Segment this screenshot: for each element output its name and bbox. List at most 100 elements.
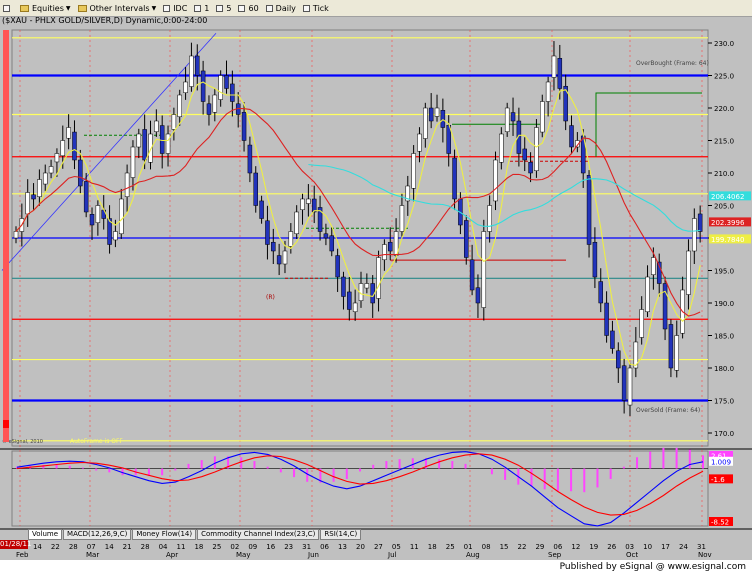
candle-down <box>668 324 674 369</box>
candle-down <box>83 181 89 213</box>
candle-up <box>399 205 405 232</box>
x-day-label: 25 <box>212 543 221 551</box>
x-month-label: May <box>236 551 250 559</box>
y-tick-label: 230.0 <box>714 40 734 48</box>
x-day-label: 25 <box>446 543 455 551</box>
x-day-label: 23 <box>284 543 293 551</box>
y-tick-label: 180.0 <box>714 365 734 373</box>
candle-up <box>493 159 498 202</box>
toolbar-item-5[interactable]: 5 <box>213 1 234 15</box>
x-day-label: 14 <box>33 543 42 551</box>
candle-down <box>200 70 206 102</box>
published-by-text: Published by eSignal @ www.esignal.com <box>559 562 746 572</box>
price-value-label: 206.4062 <box>711 193 744 201</box>
candle-down <box>469 259 475 291</box>
y-tick-label: 220.0 <box>714 105 734 113</box>
candle-down <box>265 220 270 245</box>
toolbar-label: Other Intervals <box>89 3 150 13</box>
candle-down <box>440 110 446 128</box>
copyright-label: © eSignal, 2010 <box>2 438 43 445</box>
candle-up <box>382 244 387 261</box>
price-value-box <box>709 191 751 201</box>
candle-down <box>592 241 598 278</box>
r-marker: (R) <box>266 294 275 301</box>
candle-down <box>528 162 533 174</box>
x-month-label: Nov <box>698 551 712 559</box>
toolbar-item-chart-type[interactable] <box>0 1 16 15</box>
x-day-label: 14 <box>105 543 114 551</box>
candle-down <box>329 235 335 252</box>
footer: Published by eSignal @ www.esignal.com <box>0 560 752 575</box>
x-day-label: 31 <box>697 543 706 551</box>
folder-icon <box>20 4 29 12</box>
candle-down <box>452 157 457 200</box>
macd-value-box <box>709 451 733 460</box>
candle-up <box>499 133 504 163</box>
tab-volume[interactable]: Volume <box>28 529 63 540</box>
candle-down <box>569 125 574 148</box>
candle-up <box>218 75 223 100</box>
x-day-label: 18 <box>194 543 203 551</box>
left-scale-marker <box>3 420 9 428</box>
toolbar-item-1[interactable]: 1 <box>191 1 212 15</box>
folder-icon <box>77 4 87 12</box>
candle-up <box>124 172 130 197</box>
toolbar-item-other-intervals[interactable]: Other Intervals ▼ <box>75 1 160 15</box>
toolbar-item-equities[interactable]: Equities ▼ <box>17 1 74 15</box>
candle-down <box>604 302 609 336</box>
tab-commodity-channel-index[interactable]: Commodity Channel Index(23,C) <box>197 529 320 540</box>
x-month-label: Aug <box>466 551 480 559</box>
candle-up <box>686 250 691 295</box>
candle-up <box>13 231 19 239</box>
candle-down <box>142 129 147 161</box>
overbought-label: OverBought (Frame: 64) <box>636 60 709 67</box>
tab-rsi[interactable]: RSI(14,C) <box>320 529 362 540</box>
candle-down <box>271 241 276 252</box>
candle-down <box>276 255 282 265</box>
chart-title: ($XAU - PHLX GOLD/SILVER,D) Dynamic,0:00… <box>2 16 208 25</box>
toolbar-item-60[interactable]: 60 <box>235 1 261 15</box>
candle-down <box>31 194 36 200</box>
candle-down <box>464 220 469 258</box>
macd-value-box <box>709 456 733 466</box>
x-month-label: Oct <box>626 551 638 559</box>
time-icon <box>163 4 171 12</box>
x-day-label: 11 <box>410 543 419 551</box>
chevron-down-icon: ▼ <box>65 4 71 12</box>
macd-value-box <box>709 474 733 484</box>
x-day-label: 20 <box>356 543 365 551</box>
candle-up <box>148 133 153 163</box>
price-value-label: 199.7840 <box>711 236 744 244</box>
candle-up <box>95 205 101 223</box>
candle-down <box>387 241 393 252</box>
x-day-label: 06 <box>320 543 329 551</box>
candle-up <box>393 231 399 256</box>
candle-up <box>171 114 177 130</box>
x-day-label: 13 <box>338 543 347 551</box>
x-day-label: 04 <box>159 543 168 551</box>
x-day-label: 22 <box>518 543 527 551</box>
macd-signal-line <box>16 453 704 516</box>
candle-up <box>417 133 422 152</box>
x-day-label: 17 <box>661 543 670 551</box>
toolbar-label: Daily <box>275 3 296 13</box>
x-month-label: Mar <box>86 551 99 559</box>
toolbar-item-idc[interactable]: IDC <box>160 1 190 15</box>
candle-down <box>656 261 662 284</box>
chart-svg[interactable]: 170.0175.0180.0185.0190.0195.0200.0205.0… <box>0 0 752 560</box>
toolbar-item-daily[interactable]: Daily <box>263 1 299 15</box>
candle-up <box>48 166 54 174</box>
candle-down <box>621 365 627 401</box>
tab-macd[interactable]: MACD(12,26,9,C) <box>63 529 132 540</box>
x-day-label: 19 <box>589 543 598 551</box>
tab-money-flow[interactable]: Money Flow(14) <box>132 529 197 540</box>
toolbar-item-tick[interactable]: Tick <box>300 1 332 15</box>
x-day-label: 03 <box>625 543 634 551</box>
x-day-label: 07 <box>87 543 96 551</box>
candle-up <box>692 218 697 252</box>
candle-up <box>534 127 539 171</box>
candle-down <box>610 330 615 349</box>
candle-up <box>504 107 510 132</box>
current-date-label: 01/28/11 <box>0 540 32 549</box>
candle-down <box>89 214 95 226</box>
